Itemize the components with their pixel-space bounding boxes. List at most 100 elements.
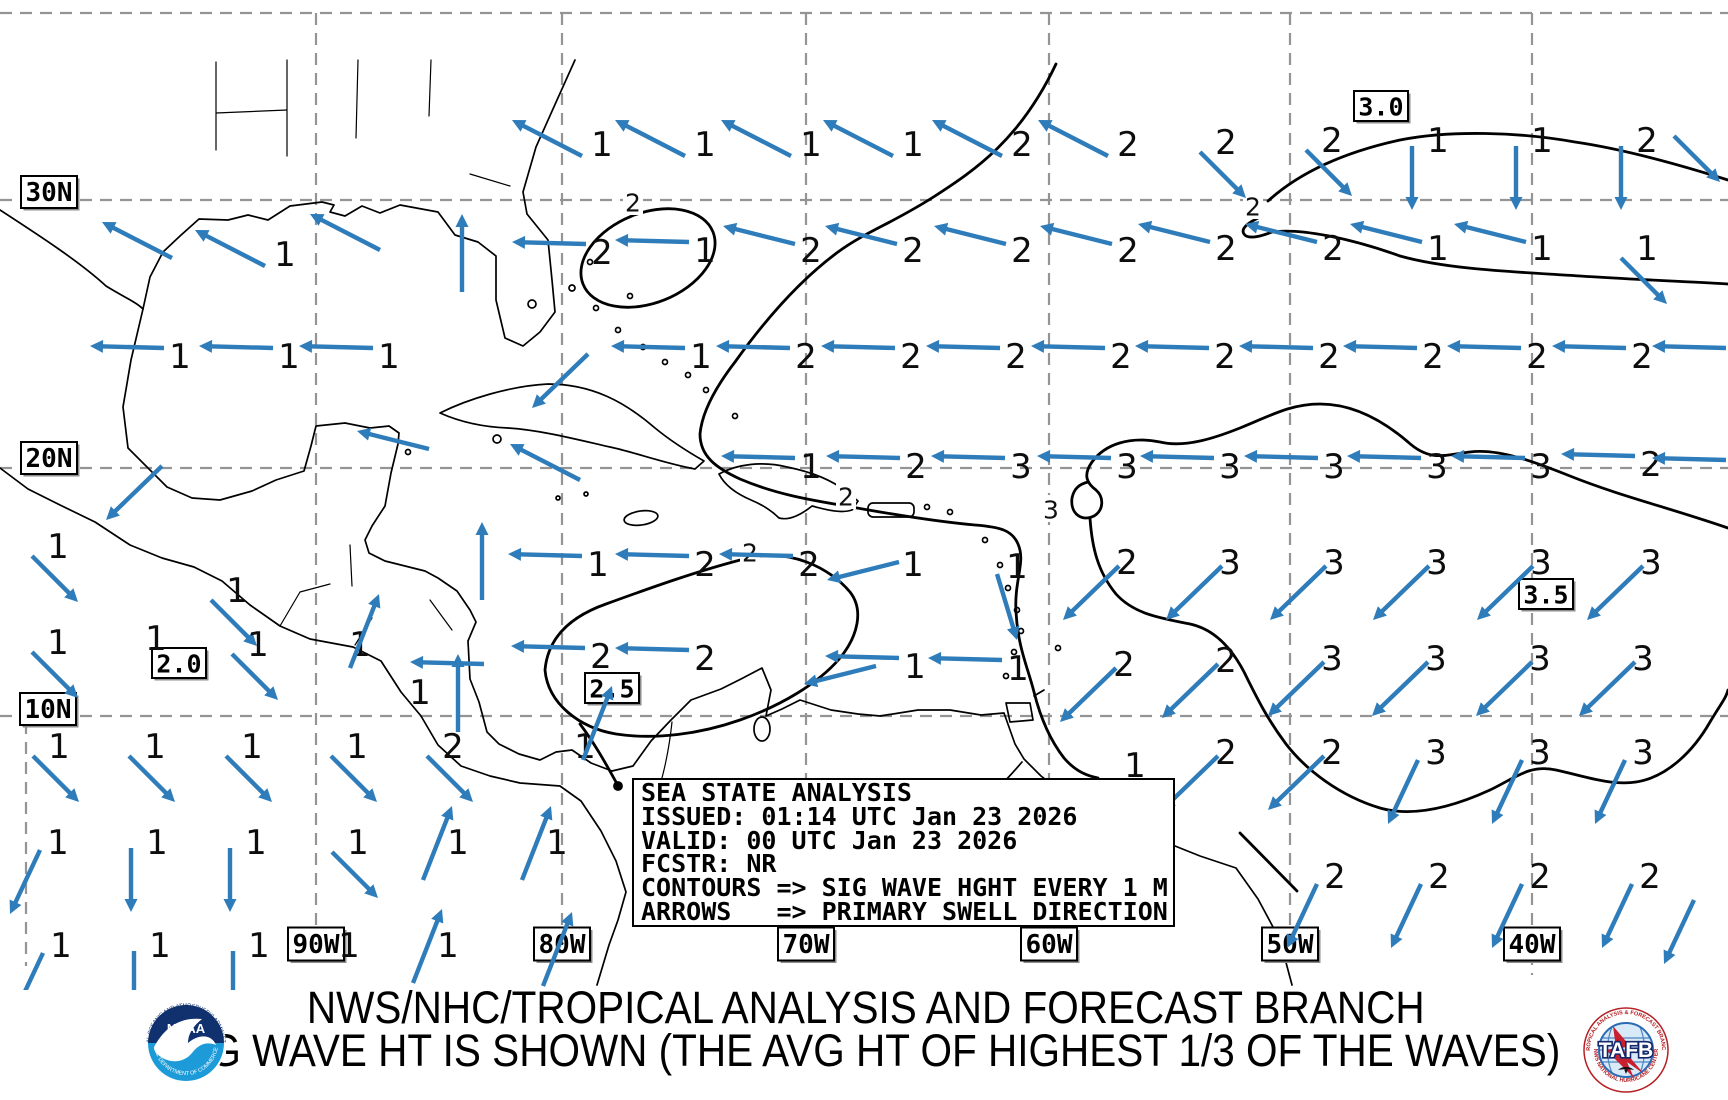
tafb-logo-wordmark: TAFB (1599, 1039, 1653, 1062)
wave-height-value: 1 (1531, 229, 1553, 269)
swell-arrowhead-icon (721, 449, 735, 463)
wave-height-value: 1 (278, 337, 300, 377)
swell-arrow (830, 122, 895, 158)
swell-arrowhead-icon (1451, 449, 1465, 463)
swell-arrow (30, 650, 73, 693)
contour-label-bg (836, 482, 856, 509)
swell-arrow (30, 554, 73, 597)
swell-arrowhead-icon (512, 235, 526, 249)
wave-height-value: 2 (591, 233, 613, 273)
swell-arrowhead-icon (459, 788, 473, 802)
swell-arrowhead-icon (441, 806, 454, 821)
swell-arrowhead-icon (931, 449, 945, 463)
wave-height-value: 2 (694, 545, 716, 585)
swell-arrow (1040, 344, 1106, 351)
contour-max-label-3.5: 3.5 (1523, 581, 1568, 610)
wave-height-value: 2 (1321, 733, 1343, 773)
swell-arrowhead-icon (1135, 339, 1149, 353)
contour-label-2-1: 2 (838, 483, 854, 512)
swell-arrowhead-icon (540, 806, 553, 821)
wave-height-value: 2 (1636, 121, 1658, 161)
swell-arrow (937, 656, 1003, 663)
swell-arrowhead-icon (601, 686, 614, 701)
swell-arrowhead-icon (364, 884, 378, 898)
tafb-lightning-bolt-icon (1606, 1026, 1644, 1078)
swell-arrow (1561, 344, 1627, 351)
swell-arrowhead-icon (1007, 625, 1020, 640)
swell-arrowhead-icon (1454, 220, 1469, 234)
lat-label-20N-box (20, 441, 78, 475)
swell-arrow (830, 344, 896, 351)
swell-arrowhead-icon (410, 655, 424, 669)
swell-arrowhead-icon (161, 788, 175, 802)
wave-height-value: 3 (1321, 639, 1343, 679)
swell-arrowhead-icon (310, 214, 325, 226)
wave-height-value: 1 (274, 235, 296, 275)
swell-arrowhead-icon (825, 649, 839, 663)
swell-arrow (1604, 883, 1634, 940)
wave-height-value: 1 (48, 727, 70, 767)
swell-arrowhead-icon (90, 339, 104, 353)
wave-height-value: 2 (1529, 857, 1551, 897)
swell-arrowhead-icon (1239, 339, 1253, 353)
wave-height-value: 3 (1632, 639, 1654, 679)
lon-label-60W: 60W (1026, 930, 1073, 960)
swell-arrow (1481, 660, 1534, 711)
swell-arrowhead-icon (1060, 708, 1074, 722)
swell-arrowhead-icon (1491, 809, 1504, 824)
swell-arrowhead-icon (821, 339, 835, 353)
noaa-logo: NOAA NATIONAL OCEANIC AND ATMOSPHERIC AD… (144, 1001, 226, 1083)
wave-height-value: 1 (169, 337, 191, 377)
wave-height-value: 1 (409, 673, 431, 713)
swell-arrow (834, 226, 898, 247)
swell-arrowhead-icon (826, 449, 840, 463)
wave-height-value: 1 (47, 623, 69, 663)
contour-label-3-4: 3 (1043, 496, 1059, 525)
swell-arrow (1359, 224, 1423, 245)
swell-arrowhead-icon (64, 588, 78, 602)
swell-arrowhead-icon (932, 120, 947, 132)
swell-arrowhead-icon (475, 522, 489, 535)
chart-caption: NWS/NHC/TROPICAL ANALYSIS AND FORECAST B… (0, 985, 1728, 1073)
swell-arrowhead-icon (102, 222, 117, 234)
swell-arrow (1273, 754, 1326, 805)
wave-height-value: 1 (146, 823, 168, 863)
swell-arrow (366, 431, 430, 452)
swell-arrowhead-icon (195, 230, 210, 242)
swell-arrow (425, 754, 468, 797)
swell-arrow (1378, 564, 1431, 615)
wave-height-value: 3 (1426, 447, 1448, 487)
swell-arrowhead-icon (1579, 702, 1593, 716)
lon-label-90W-box (287, 926, 345, 962)
swell-arrow (1352, 344, 1418, 351)
swell-arrow (1149, 454, 1215, 461)
swell-arrowhead-icon (615, 120, 630, 132)
swell-arrowhead-icon (124, 899, 138, 912)
swell-arrowhead-icon (243, 632, 257, 646)
swell-arrowhead-icon (1138, 220, 1153, 234)
swell-arrowhead-icon (1552, 339, 1566, 353)
swell-arrow (622, 122, 687, 158)
wave-height-value: 1 (338, 926, 360, 966)
swell-arrow (813, 663, 877, 684)
swell-arrow (1147, 224, 1211, 245)
swell-arrow (620, 344, 686, 351)
contour-label-bg (740, 538, 760, 565)
lat-label-30N-box (20, 175, 78, 209)
contour-label-2-3: 2 (1245, 193, 1261, 222)
wave-height-value: 2 (900, 337, 922, 377)
lon-label-70W-box (777, 926, 835, 962)
swell-arrowhead-icon (455, 214, 469, 227)
swell-arrow (624, 552, 690, 559)
swell-arrow (12, 849, 42, 906)
swell-arrowhead-icon (1162, 704, 1176, 718)
contour-max-label-2.0: 2.0 (156, 650, 201, 679)
swell-arrow (1253, 454, 1319, 461)
wave-height-value: 1 (47, 823, 69, 863)
swell-arrow (224, 754, 267, 797)
swell-arrowhead-icon (512, 120, 527, 132)
contour-label-bg (623, 188, 643, 215)
lon-label-70W: 70W (783, 930, 830, 960)
swell-arrowhead-icon (615, 641, 629, 655)
